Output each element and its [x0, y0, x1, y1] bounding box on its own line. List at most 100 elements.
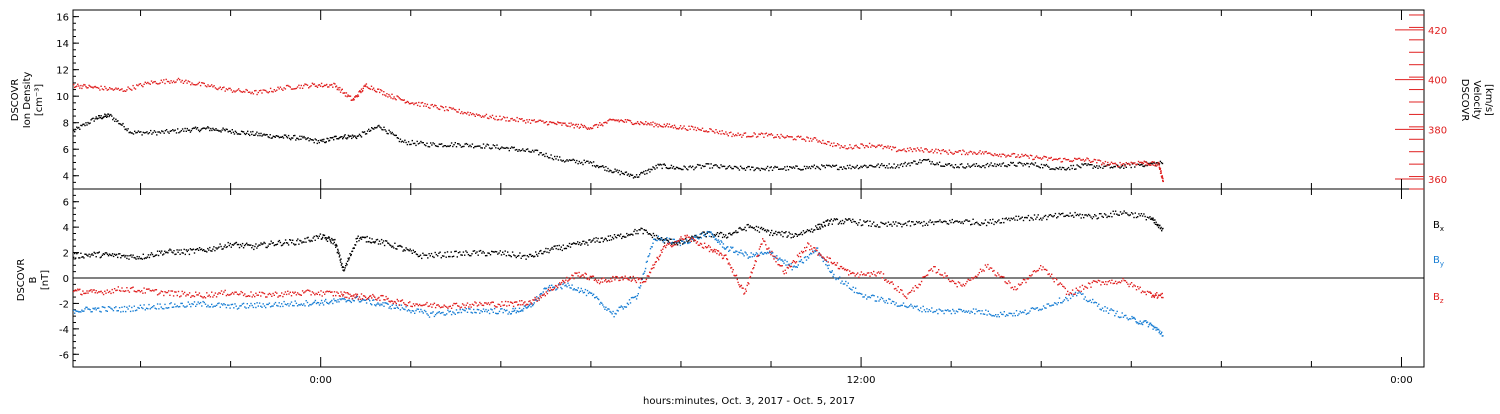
data-point	[195, 127, 196, 128]
data-point	[1005, 156, 1006, 157]
data-point	[548, 124, 549, 125]
data-point	[577, 126, 578, 127]
data-point	[768, 252, 769, 253]
data-point	[893, 301, 894, 302]
data-point	[717, 132, 718, 133]
data-point	[1134, 162, 1135, 163]
data-point	[954, 167, 955, 168]
data-point	[141, 85, 142, 86]
data-point	[787, 235, 788, 236]
data-point	[1048, 303, 1049, 304]
data-point	[105, 293, 106, 294]
data-point	[793, 166, 794, 167]
data-point	[185, 80, 186, 81]
data-point	[714, 164, 715, 165]
data-point	[354, 300, 355, 301]
data-point	[512, 311, 513, 312]
data-point	[932, 312, 933, 313]
data-point	[474, 301, 475, 302]
data-point	[392, 132, 393, 133]
data-point	[109, 307, 110, 308]
data-point	[894, 304, 895, 305]
data-point	[558, 249, 559, 250]
data-point	[135, 132, 136, 133]
data-point	[794, 236, 795, 237]
data-point	[82, 85, 83, 86]
data-point	[141, 307, 142, 308]
data-point	[1024, 155, 1025, 156]
data-point	[97, 308, 98, 309]
data-point	[717, 242, 718, 243]
data-point	[457, 312, 458, 313]
data-point	[491, 117, 492, 118]
data-point	[356, 138, 357, 139]
data-point	[304, 137, 305, 138]
data-point	[100, 117, 101, 118]
tick-label: 0	[63, 274, 69, 285]
data-point	[138, 130, 139, 131]
data-point	[848, 167, 849, 168]
data-point	[473, 147, 474, 148]
data-point	[419, 304, 420, 305]
data-point	[1088, 163, 1089, 164]
data-point	[395, 308, 396, 309]
data-point	[513, 119, 514, 120]
data-point	[1135, 319, 1136, 320]
data-point	[830, 258, 831, 259]
tick-label: 360	[1428, 175, 1447, 186]
data-point	[1038, 310, 1039, 311]
data-point	[938, 269, 939, 270]
tick-label: -2	[59, 299, 69, 310]
data-point	[1060, 302, 1061, 303]
data-point	[496, 251, 497, 252]
data-point	[189, 292, 190, 293]
data-point	[866, 145, 867, 146]
data-point	[268, 92, 269, 93]
data-point	[805, 168, 806, 169]
data-point	[1119, 317, 1120, 318]
data-point	[584, 243, 585, 244]
data-point	[490, 254, 491, 255]
data-point	[437, 146, 438, 147]
data-point	[225, 304, 226, 305]
data-point	[183, 293, 184, 294]
data-point	[691, 238, 692, 239]
data-point	[114, 89, 115, 90]
data-point	[938, 164, 939, 165]
data-point	[76, 86, 77, 87]
data-point	[661, 164, 662, 165]
data-point	[183, 252, 184, 253]
series-By	[73, 231, 1164, 337]
data-point	[1125, 315, 1126, 316]
data-point	[570, 287, 571, 288]
data-point	[120, 290, 121, 291]
data-point	[616, 276, 617, 277]
data-point	[504, 309, 505, 310]
data-point	[295, 292, 296, 293]
data-point	[810, 231, 811, 232]
data-point	[723, 133, 724, 134]
data-point	[264, 243, 265, 244]
data-point	[789, 166, 790, 167]
data-point	[961, 285, 962, 286]
data-point	[1088, 158, 1089, 159]
data-point	[163, 295, 164, 296]
data-point	[426, 313, 427, 314]
data-point	[543, 122, 544, 123]
data-point	[306, 84, 307, 85]
data-point	[654, 123, 655, 124]
data-point	[776, 167, 777, 168]
data-point	[147, 308, 148, 309]
data-point	[828, 141, 829, 142]
data-point	[542, 154, 543, 155]
data-point	[211, 84, 212, 85]
data-point	[131, 89, 132, 90]
data-point	[586, 242, 587, 243]
data-point	[762, 168, 763, 169]
data-point	[928, 159, 929, 160]
data-point	[339, 256, 340, 257]
data-point	[598, 299, 599, 300]
data-point	[831, 219, 832, 220]
data-point	[335, 295, 336, 296]
data-point	[697, 164, 698, 165]
